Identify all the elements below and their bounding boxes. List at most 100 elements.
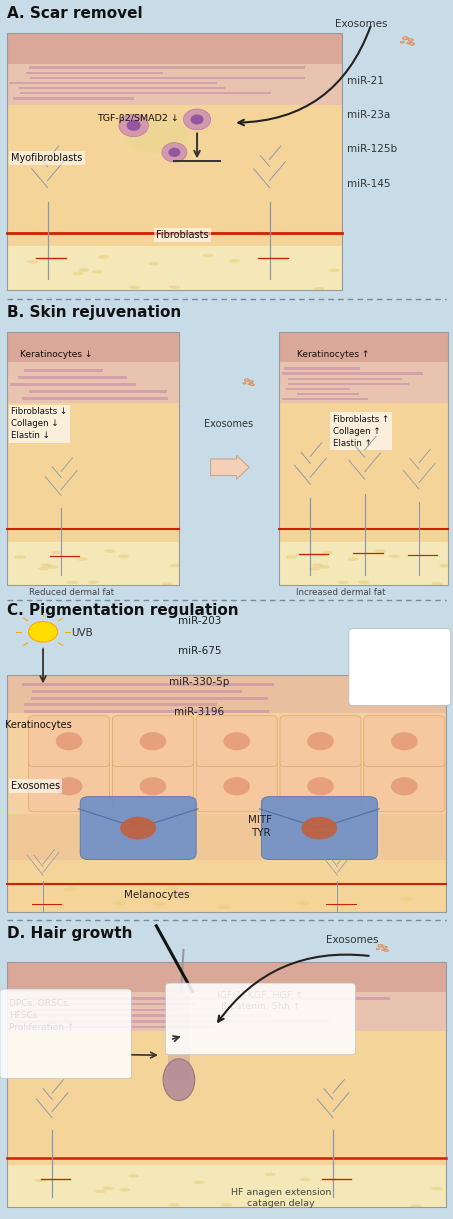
FancyBboxPatch shape (7, 362, 179, 402)
Ellipse shape (309, 567, 321, 570)
FancyBboxPatch shape (297, 393, 359, 395)
Text: Fibroblasts ↓
Collagen ↓
Elastin ↓: Fibroblasts ↓ Collagen ↓ Elastin ↓ (11, 407, 67, 440)
FancyBboxPatch shape (349, 629, 451, 706)
FancyBboxPatch shape (10, 383, 135, 386)
Ellipse shape (138, 889, 151, 894)
Ellipse shape (56, 733, 82, 751)
Ellipse shape (95, 1190, 106, 1193)
FancyBboxPatch shape (25, 72, 163, 74)
Ellipse shape (78, 268, 90, 272)
FancyBboxPatch shape (261, 797, 377, 859)
Ellipse shape (347, 557, 359, 561)
FancyBboxPatch shape (288, 378, 402, 380)
FancyBboxPatch shape (18, 375, 127, 379)
Ellipse shape (312, 563, 323, 567)
Text: Exosomes: Exosomes (326, 935, 379, 945)
FancyBboxPatch shape (282, 397, 368, 400)
Ellipse shape (87, 580, 99, 584)
Ellipse shape (183, 108, 211, 130)
FancyBboxPatch shape (279, 362, 448, 402)
Ellipse shape (217, 904, 231, 909)
Ellipse shape (194, 1180, 205, 1184)
FancyBboxPatch shape (285, 388, 350, 390)
Ellipse shape (119, 115, 149, 137)
Ellipse shape (169, 564, 181, 567)
Ellipse shape (391, 778, 418, 795)
Ellipse shape (148, 262, 159, 266)
Ellipse shape (307, 733, 334, 751)
Text: Keratinocytes ↓: Keratinocytes ↓ (20, 350, 93, 360)
FancyBboxPatch shape (32, 690, 242, 694)
Ellipse shape (102, 1186, 114, 1190)
FancyBboxPatch shape (10, 82, 217, 84)
FancyBboxPatch shape (18, 1008, 174, 1011)
Ellipse shape (119, 1189, 130, 1192)
Ellipse shape (35, 1179, 46, 1182)
Text: D. Hair growth: D. Hair growth (7, 926, 132, 941)
Text: Melanin
production ↑: Melanin production ↑ (368, 640, 432, 663)
Text: MITF
TYR: MITF TYR (249, 816, 272, 839)
Text: UVB: UVB (71, 629, 93, 639)
Ellipse shape (375, 550, 386, 553)
Ellipse shape (251, 384, 255, 385)
Ellipse shape (126, 119, 141, 130)
FancyBboxPatch shape (279, 332, 448, 362)
Ellipse shape (56, 778, 82, 795)
Text: Melanocytes: Melanocytes (124, 890, 189, 900)
Ellipse shape (27, 260, 38, 263)
Text: Keratinocytes: Keratinocytes (5, 720, 71, 730)
FancyBboxPatch shape (24, 368, 102, 372)
Ellipse shape (105, 550, 116, 553)
Text: DPCs, ORSCs,
HFSCs
Proliferation ↑: DPCs, ORSCs, HFSCs Proliferation ↑ (9, 1000, 75, 1032)
FancyBboxPatch shape (112, 716, 193, 767)
Ellipse shape (169, 147, 180, 157)
Ellipse shape (313, 286, 325, 290)
FancyBboxPatch shape (16, 1020, 331, 1023)
FancyBboxPatch shape (7, 33, 342, 63)
Ellipse shape (383, 946, 387, 948)
Ellipse shape (67, 580, 78, 584)
Ellipse shape (378, 945, 383, 947)
FancyBboxPatch shape (279, 402, 448, 541)
Text: miR-203: miR-203 (178, 616, 221, 625)
FancyBboxPatch shape (7, 63, 342, 105)
FancyBboxPatch shape (196, 761, 277, 812)
FancyBboxPatch shape (29, 716, 110, 767)
Ellipse shape (431, 1187, 442, 1191)
Ellipse shape (334, 902, 348, 907)
Ellipse shape (38, 567, 49, 570)
FancyBboxPatch shape (13, 1003, 197, 1006)
Ellipse shape (118, 555, 130, 558)
Ellipse shape (169, 1203, 180, 1207)
Ellipse shape (307, 778, 334, 795)
Ellipse shape (381, 948, 385, 951)
Text: A. Scar removel: A. Scar removel (7, 6, 142, 21)
Text: miR-675: miR-675 (178, 646, 221, 656)
FancyBboxPatch shape (7, 962, 446, 991)
FancyBboxPatch shape (196, 716, 277, 767)
Ellipse shape (245, 379, 250, 382)
FancyBboxPatch shape (280, 716, 361, 767)
Ellipse shape (91, 269, 102, 273)
Text: TGF-β2/SMAD2 ↓: TGF-β2/SMAD2 ↓ (97, 115, 179, 123)
FancyBboxPatch shape (7, 1031, 446, 1165)
Text: Reduced dermal fat: Reduced dermal fat (29, 589, 114, 597)
FancyBboxPatch shape (24, 709, 270, 713)
FancyBboxPatch shape (7, 1165, 446, 1207)
FancyBboxPatch shape (364, 761, 445, 812)
FancyBboxPatch shape (13, 98, 134, 100)
FancyBboxPatch shape (80, 797, 196, 859)
Ellipse shape (223, 778, 250, 795)
Ellipse shape (407, 41, 410, 44)
FancyBboxPatch shape (19, 93, 270, 95)
FancyBboxPatch shape (112, 761, 193, 812)
Ellipse shape (14, 556, 25, 558)
Ellipse shape (402, 37, 409, 40)
Ellipse shape (322, 551, 333, 555)
Ellipse shape (140, 778, 166, 795)
FancyBboxPatch shape (25, 997, 390, 1000)
Text: Exosomes: Exosomes (11, 781, 60, 791)
FancyBboxPatch shape (31, 697, 269, 700)
Ellipse shape (400, 41, 404, 43)
Ellipse shape (128, 1174, 139, 1178)
